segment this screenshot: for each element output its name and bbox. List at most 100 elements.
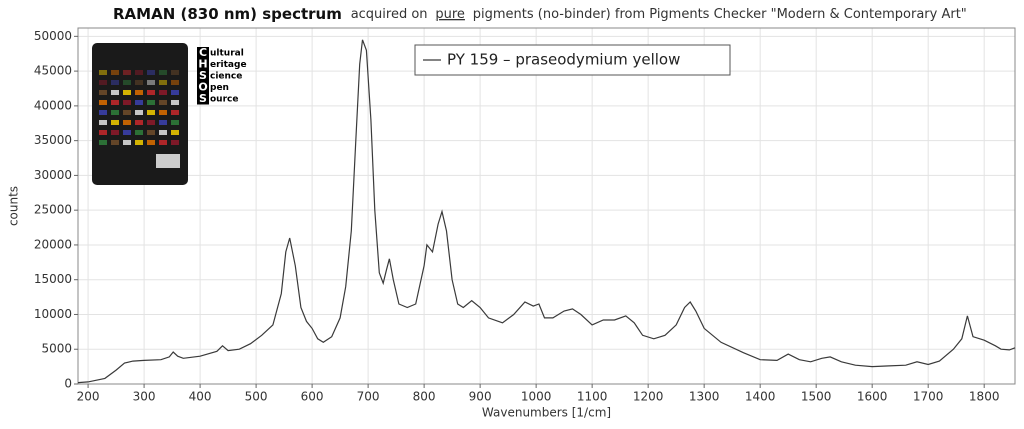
pigment-swatch [135, 130, 143, 135]
pigment-swatch [171, 90, 179, 95]
logo-letter-box [197, 93, 209, 105]
pigment-swatch [111, 110, 119, 115]
pigment-swatch [147, 110, 155, 115]
y-tick-label: 10000 [34, 307, 72, 321]
pigment-swatch [111, 120, 119, 125]
pigment-swatch [147, 80, 155, 85]
pigment-swatch [123, 130, 131, 135]
pigment-swatch [159, 130, 167, 135]
pigment-swatch [159, 110, 167, 115]
x-tick-label: 1100 [577, 390, 608, 404]
pigment-swatch [171, 80, 179, 85]
spectrum-line [77, 39, 1016, 384]
x-tick-label: 1300 [689, 390, 720, 404]
pigment-swatch [147, 90, 155, 95]
pigment-swatch [111, 100, 119, 105]
pigment-swatch [135, 80, 143, 85]
y-tick-label: 5000 [41, 342, 72, 356]
y-tick-label: 25000 [34, 203, 72, 217]
x-tick-label: 1000 [521, 390, 552, 404]
pigment-swatch [99, 90, 107, 95]
logo-letter-box [197, 81, 209, 93]
plot-frame [77, 27, 1016, 385]
x-tick-label: 1700 [913, 390, 944, 404]
logo-letter-box [197, 58, 209, 70]
pigment-swatch [111, 90, 119, 95]
pigment-swatch [99, 110, 107, 115]
pigment-swatch [147, 140, 155, 145]
pigment-swatch [111, 130, 119, 135]
x-tick-label: 1500 [801, 390, 832, 404]
x-tick-label: 700 [357, 390, 380, 404]
pigment-swatch [171, 110, 179, 115]
chart-title: RAMAN (830 nm) spectrum acquired on pure… [113, 5, 967, 23]
pigment-swatch [123, 80, 131, 85]
logo-word: ultural [210, 49, 244, 59]
x-tick-label: 1600 [857, 390, 888, 404]
y-tick-label: 20000 [34, 237, 72, 251]
pigment-swatch [135, 100, 143, 105]
logo-letter-box [197, 70, 209, 82]
logo-word: pen [210, 83, 229, 93]
y-tick-label: 0 [64, 377, 72, 391]
pigment-swatch [171, 120, 179, 125]
pigment-swatch [123, 110, 131, 115]
legend: PY 159 – praseodymium yellow [414, 44, 731, 76]
x-tick-label: 500 [245, 390, 268, 404]
pigment-swatch [111, 70, 119, 75]
x-tick-label: 400 [189, 390, 212, 404]
x-tick-label: 300 [133, 390, 156, 404]
pigment-swatch [159, 80, 167, 85]
pigment-swatch [159, 100, 167, 105]
title-text: acquired on [351, 7, 428, 22]
x-tick-label: 1800 [969, 390, 1000, 404]
legend-box [414, 44, 731, 76]
logo-letter: O [198, 81, 207, 94]
y-tick-label: 15000 [34, 272, 72, 286]
pigment-swatch [135, 110, 143, 115]
logo-word: cience [210, 72, 242, 82]
x-axis-label: Wavenumbers [1/cm] [482, 406, 611, 420]
logo-letter: C [199, 46, 207, 59]
pigment-swatch [123, 90, 131, 95]
pigment-swatch [147, 130, 155, 135]
pigment-swatch [159, 70, 167, 75]
pigment-swatch [135, 120, 143, 125]
logo-letter: H [198, 58, 207, 71]
pigment-swatch [171, 130, 179, 135]
x-tick-label: 1400 [745, 390, 776, 404]
pigment-swatch [99, 80, 107, 85]
pigment-swatch [171, 70, 179, 75]
pigment-swatch [123, 100, 131, 105]
y-tick-label: 35000 [34, 133, 72, 147]
pigment-swatch [147, 120, 155, 125]
pigment-swatch [123, 120, 131, 125]
pigment-swatch [111, 140, 119, 145]
title-bold: RAMAN (830 nm) spectrum [113, 5, 342, 23]
logo-letter: S [199, 69, 207, 82]
pigment-swatch [159, 120, 167, 125]
y-tick-label: 45000 [34, 64, 72, 78]
pigment-swatch [159, 140, 167, 145]
pigment-swatch [159, 90, 167, 95]
legend-label: PY 159 – praseodymium yellow [447, 51, 680, 69]
x-tick-label: 1200 [633, 390, 664, 404]
pigment-swatch [99, 140, 107, 145]
y-tick-label: 50000 [34, 29, 72, 43]
pigment-swatch [111, 80, 119, 85]
pigment-swatch [135, 140, 143, 145]
x-tick-label: 900 [469, 390, 492, 404]
x-tick-label: 200 [77, 390, 100, 404]
title-text: pigments (no-binder) from Pigments Check… [473, 7, 967, 22]
y-tick-label: 40000 [34, 98, 72, 112]
logo-letter-box [197, 47, 209, 59]
x-tick-label: 800 [413, 390, 436, 404]
pigment-swatch [147, 70, 155, 75]
pigment-swatch [99, 120, 107, 125]
y-tick-label: 30000 [34, 168, 72, 182]
pigment-swatch [123, 140, 131, 145]
pigment-swatch [99, 100, 107, 105]
logo-word: eritage [210, 60, 247, 70]
